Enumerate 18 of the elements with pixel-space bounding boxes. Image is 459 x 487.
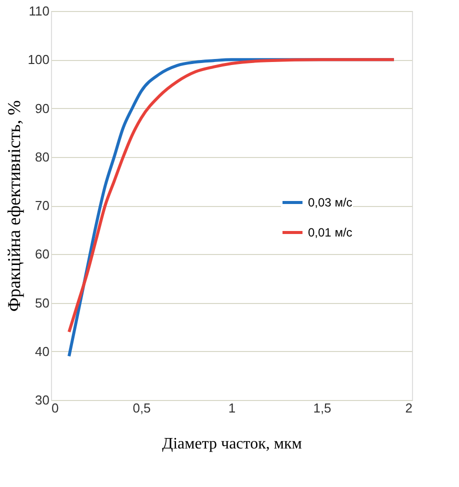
x-tick-label: 0 (52, 400, 59, 416)
y-tick-label: 50 (35, 295, 50, 310)
x-tick-label: 2 (405, 400, 412, 416)
y-tick-label: 100 (28, 52, 50, 68)
y-axis-title: Фракційна ефективність, % (4, 100, 24, 312)
legend-label: 0,03 м/с (308, 196, 352, 210)
x-tick-label: 0,5 (132, 400, 151, 416)
legend-label: 0,01 м/с (308, 226, 352, 240)
y-tick-label: 80 (35, 149, 50, 164)
x-tick-label: 1,5 (313, 400, 332, 416)
y-tick-label: 90 (35, 100, 50, 116)
y-tick-label: 30 (35, 392, 50, 408)
x-tick-label: 1 (228, 400, 236, 416)
y-tick-label: 40 (35, 344, 50, 359)
x-axis-title: Діаметр часток, мкм (162, 436, 302, 452)
y-tick-label: 70 (35, 198, 50, 213)
y-tick-label: 110 (28, 4, 50, 18)
y-tick-label: 60 (35, 246, 50, 262)
